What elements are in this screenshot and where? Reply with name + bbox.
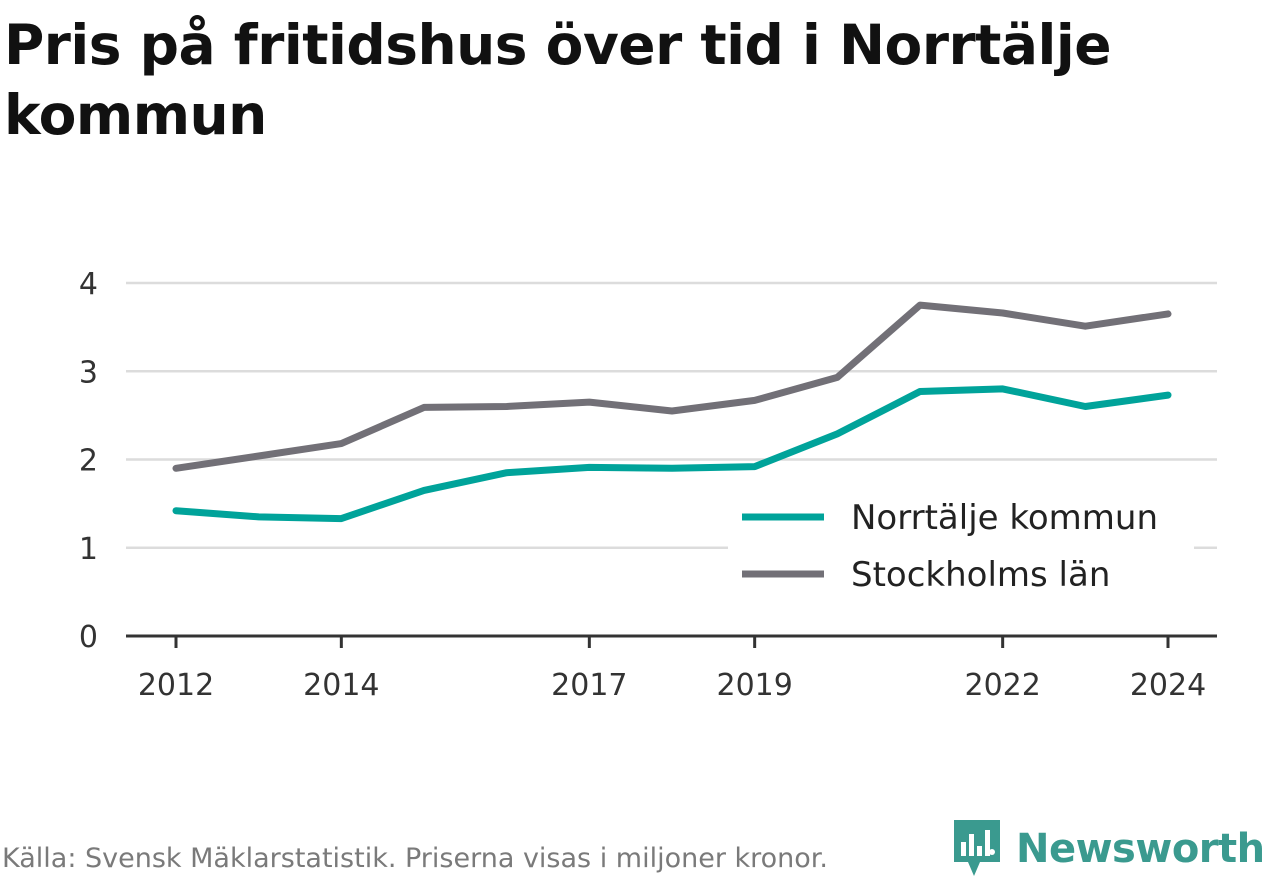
y-tick-label: 3 [79,355,98,390]
series-line-norrt-lje-kommun [172,385,1172,523]
series-lines [172,301,1172,523]
source-note: Källa: Svensk Mäklarstatistik. Priserna … [2,843,829,874]
x-tick-label: 2024 [1130,668,1206,703]
y-tick-label: 2 [79,444,98,479]
series-line-stockholms-l-n [172,301,1172,472]
x-tick-label: 2017 [551,668,627,703]
legend-label: Stockholms län [851,555,1110,595]
y-tick-label: 1 [79,532,98,567]
x-tick-label: 2012 [138,668,214,703]
brand-name: Newsworthy [1016,826,1262,872]
legend: Norrtälje kommun Stockholms län [728,488,1194,610]
chart-title: Pris på fritidshus över tid i Norrtälje … [4,13,1112,147]
x-tick-label: 2022 [964,668,1040,703]
x-tick-label: 2014 [303,668,379,703]
legend-label: Norrtälje kommun [851,498,1158,538]
x-axis: 2012 2014 2017 2019 2022 2024 [126,634,1217,703]
x-tick-label: 2019 [716,668,792,703]
y-axis: 0 1 2 3 4 [79,267,98,655]
y-tick-label: 0 [79,620,98,655]
legend-background [728,488,1194,610]
newsworthy-logo-icon [954,820,1000,876]
y-tick-label: 4 [79,267,98,302]
brand-logo: Newsworthy [952,818,1262,880]
